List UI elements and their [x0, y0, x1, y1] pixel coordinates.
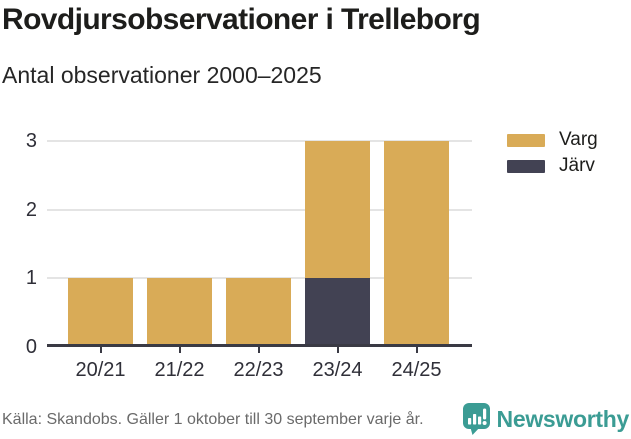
- x-tick-label-21-22: 21/22: [154, 359, 205, 381]
- gridline-y2: [47, 208, 472, 211]
- x-tick-label-24-25: 24/25: [391, 359, 442, 381]
- plot-area: 0 1 2 3 20/21 21/22 22/23 23/24 24/25: [26, 130, 472, 381]
- legend-item-jarv: Järv: [507, 153, 598, 179]
- legend-swatch-jarv: [507, 159, 545, 173]
- bar-22-23-varg: [226, 278, 291, 347]
- newsworthy-bubble-chart-icon: [462, 403, 490, 435]
- source-note: Källa: Skandobs. Gäller 1 oktober till 3…: [2, 411, 424, 428]
- chart-title: Rovdjursobservationer i Trelleborg: [2, 3, 481, 36]
- chart-legend: Varg Järv: [507, 127, 598, 179]
- x-tick-24-25: [415, 347, 418, 353]
- x-tick-21-22: [178, 347, 181, 353]
- newsworthy-logo: Newsworthy: [462, 403, 630, 435]
- legend-label-jarv: Järv: [559, 155, 595, 176]
- y-tick-label-0: 0: [25, 336, 37, 358]
- legend-swatch-varg: [507, 133, 545, 147]
- y-tick-label-2: 2: [25, 198, 37, 221]
- chart-subtitle: Antal observationer 2000–2025: [2, 62, 322, 88]
- x-tick-23-24: [336, 347, 339, 353]
- bar-20-21-varg: [68, 278, 133, 347]
- bar-23-24-järv: [305, 278, 370, 347]
- bar-23-24-varg: [305, 141, 370, 279]
- x-tick-label-23-24: 23/24: [312, 359, 363, 381]
- x-tick-label-22-23: 22/23: [233, 359, 284, 381]
- y-tick-label-1: 1: [25, 267, 37, 290]
- newsworthy-wordmark: Newsworthy: [496, 405, 630, 432]
- x-tick-22-23: [257, 347, 260, 353]
- bar-24-25-varg: [384, 141, 449, 347]
- y-tick-label-3: 3: [25, 130, 37, 152]
- legend-item-varg: Varg: [507, 127, 598, 153]
- gridline-y3: [47, 140, 472, 142]
- x-axis-line: [47, 344, 472, 347]
- legend-label-varg: Varg: [559, 129, 598, 150]
- bar-21-22-varg: [147, 278, 212, 347]
- x-tick-20-21: [99, 347, 102, 353]
- x-tick-label-20-21: 20/21: [75, 359, 126, 381]
